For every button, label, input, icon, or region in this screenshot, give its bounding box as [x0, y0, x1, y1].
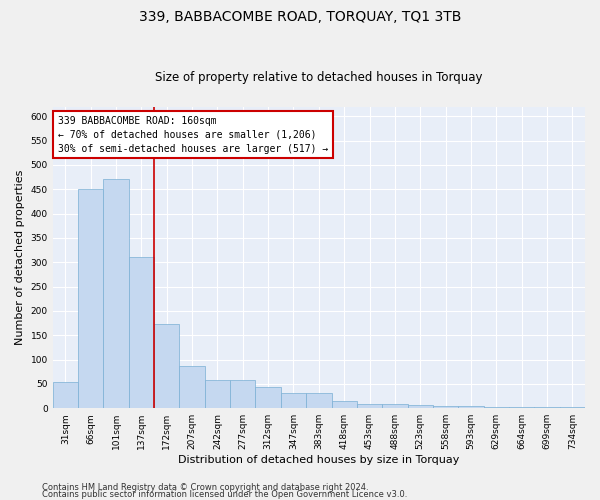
Bar — [357, 404, 382, 408]
Bar — [256, 388, 281, 408]
Text: 339 BABBACOMBE ROAD: 160sqm
← 70% of detached houses are smaller (1,206)
30% of : 339 BABBACOMBE ROAD: 160sqm ← 70% of det… — [58, 116, 328, 154]
X-axis label: Distribution of detached houses by size in Torquay: Distribution of detached houses by size … — [178, 455, 460, 465]
Bar — [484, 406, 509, 408]
Bar — [154, 324, 179, 408]
Bar — [382, 404, 407, 408]
Bar — [306, 393, 332, 408]
Bar — [407, 405, 433, 408]
Bar — [535, 407, 560, 408]
Bar — [230, 380, 256, 408]
Bar — [129, 257, 154, 408]
Bar — [560, 406, 585, 408]
Bar — [205, 380, 230, 408]
Y-axis label: Number of detached properties: Number of detached properties — [15, 170, 25, 345]
Bar — [509, 406, 535, 408]
Bar — [458, 406, 484, 408]
Bar — [179, 366, 205, 408]
Bar — [53, 382, 78, 408]
Text: Contains HM Land Registry data © Crown copyright and database right 2024.: Contains HM Land Registry data © Crown c… — [42, 484, 368, 492]
Bar — [281, 393, 306, 408]
Text: Contains public sector information licensed under the Open Government Licence v3: Contains public sector information licen… — [42, 490, 407, 499]
Bar — [332, 401, 357, 408]
Title: Size of property relative to detached houses in Torquay: Size of property relative to detached ho… — [155, 72, 482, 85]
Bar — [78, 189, 103, 408]
Text: 339, BABBACOMBE ROAD, TORQUAY, TQ1 3TB: 339, BABBACOMBE ROAD, TORQUAY, TQ1 3TB — [139, 10, 461, 24]
Bar — [433, 406, 458, 408]
Bar — [103, 180, 129, 408]
